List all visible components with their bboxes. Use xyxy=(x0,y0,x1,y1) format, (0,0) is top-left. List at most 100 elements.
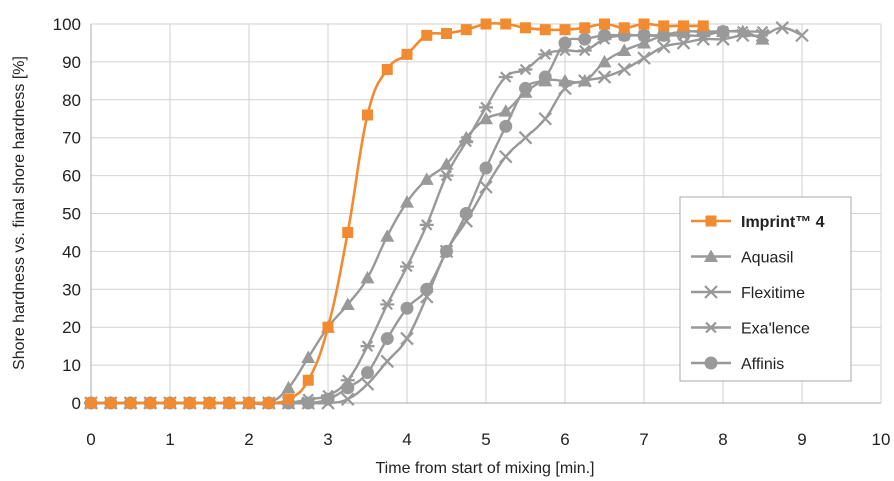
legend-item-exa-lence: Exa'lence xyxy=(691,321,810,338)
data-point-imprint-4 xyxy=(243,397,255,409)
data-point-exa-lence xyxy=(459,135,474,148)
data-point-affinis xyxy=(361,366,374,380)
x-tick-label: 6 xyxy=(560,430,569,449)
data-point-exa-lence xyxy=(577,44,592,57)
y-tick-label: 90 xyxy=(62,53,81,72)
data-point-imprint-4 xyxy=(559,24,571,36)
y-tick-label: 20 xyxy=(62,318,81,337)
series-line-aquasil xyxy=(91,29,763,406)
data-point-imprint-4 xyxy=(500,18,512,30)
legend-swatch-marker xyxy=(704,356,718,370)
data-point-aquasil xyxy=(340,297,355,310)
data-point-affinis xyxy=(538,70,552,84)
data-point-imprint-4 xyxy=(421,29,433,41)
data-point-flexitime xyxy=(479,180,493,194)
y-tick-label: 30 xyxy=(62,280,81,299)
data-point-imprint-4 xyxy=(322,321,334,333)
data-point-affinis xyxy=(400,301,414,315)
legend-item-imprint-4: Imprint™ 4 xyxy=(691,214,825,231)
data-point-imprint-4 xyxy=(480,18,492,30)
x-tick-label: 7 xyxy=(639,430,648,449)
data-point-imprint-4 xyxy=(263,397,275,409)
data-point-imprint-4 xyxy=(618,22,630,34)
y-tick-label: 40 xyxy=(62,242,81,261)
legend-item-flexitime: Flexitime xyxy=(691,285,805,302)
data-point-aquasil xyxy=(419,172,434,185)
data-point-imprint-4 xyxy=(342,226,354,238)
legend-label: Affinis xyxy=(741,356,784,373)
data-point-flexitime xyxy=(637,51,651,65)
data-point-affinis xyxy=(321,392,335,406)
data-point-exa-lence xyxy=(479,101,493,114)
data-point-affinis xyxy=(637,28,651,42)
data-point-exa-lence xyxy=(439,169,454,182)
data-point-flexitime xyxy=(518,130,533,145)
y-tick-label: 0 xyxy=(72,394,81,413)
data-point-imprint-4 xyxy=(223,397,235,409)
data-point-affinis xyxy=(598,28,611,42)
data-point-imprint-4 xyxy=(658,20,670,32)
legend-swatch-marker xyxy=(704,285,718,299)
data-point-imprint-4 xyxy=(441,27,452,39)
data-point-imprint-4 xyxy=(401,48,413,60)
x-tick-labels: 0 1 2 3 4 5 6 7 8 9 10 xyxy=(86,430,890,449)
data-point-aquasil xyxy=(558,73,572,87)
data-point-imprint-4 xyxy=(539,24,551,36)
data-point-aquasil xyxy=(637,35,651,49)
x-tick-label: 4 xyxy=(402,430,411,449)
data-point-flexitime xyxy=(577,74,592,88)
legend-swatch-marker xyxy=(704,321,718,334)
data-point-exa-lence xyxy=(400,260,414,273)
data-point-flexitime xyxy=(340,392,355,406)
x-tick-label: 3 xyxy=(323,430,332,449)
legend-label: Flexitime xyxy=(741,285,805,302)
data-point-flexitime xyxy=(795,28,809,43)
data-point-flexitime xyxy=(558,81,572,96)
data-point-flexitime xyxy=(775,21,790,35)
data-point-imprint-4 xyxy=(520,22,531,34)
series-imprint-4 xyxy=(85,18,709,409)
data-point-aquasil xyxy=(360,270,375,284)
data-point-imprint-4 xyxy=(105,397,117,409)
data-point-aquasil xyxy=(479,111,493,125)
legend-item-aquasil: Aquasil xyxy=(691,249,793,267)
y-tick-label: 50 xyxy=(62,205,81,224)
data-point-flexitime xyxy=(538,111,553,126)
data-point-imprint-4 xyxy=(381,63,393,75)
data-point-aquasil xyxy=(597,54,612,68)
series-layer xyxy=(84,18,809,410)
x-tick-label: 5 xyxy=(481,430,490,449)
x-tick-label: 8 xyxy=(718,430,727,449)
data-point-aquasil xyxy=(617,43,632,57)
x-tick-label: 0 xyxy=(86,430,95,449)
data-point-aquasil xyxy=(459,130,474,144)
x-axis-label: Time from start of mixing [min.] xyxy=(376,460,595,477)
data-point-affinis xyxy=(558,36,572,50)
x-tick-label: 9 xyxy=(797,430,806,449)
y-tick-label: 100 xyxy=(53,15,81,34)
data-point-affinis xyxy=(420,282,434,296)
data-point-imprint-4 xyxy=(579,22,591,34)
legend-label: Imprint™ 4 xyxy=(741,214,825,231)
data-point-flexitime xyxy=(597,70,612,84)
legend-swatch-marker xyxy=(705,215,717,227)
series-exa-lence xyxy=(84,25,770,409)
data-point-aquasil xyxy=(755,32,770,45)
data-point-affinis xyxy=(578,32,592,46)
data-point-imprint-4 xyxy=(283,393,294,405)
data-point-exa-lence xyxy=(518,63,533,76)
data-point-aquasil xyxy=(498,104,513,117)
data-point-flexitime xyxy=(498,149,513,164)
data-point-affinis xyxy=(479,161,493,175)
x-tick-label: 1 xyxy=(165,430,174,449)
data-point-affinis xyxy=(459,207,473,220)
data-point-affinis xyxy=(301,396,315,410)
y-tick-label: 60 xyxy=(62,167,81,186)
data-point-exa-lence xyxy=(360,340,375,352)
data-point-imprint-4 xyxy=(697,20,709,32)
legend: Imprint™ 4 Aquasil Flexitime Exa'lence Affin… xyxy=(679,196,852,382)
data-point-imprint-4 xyxy=(599,18,610,30)
data-point-imprint-4 xyxy=(204,397,215,409)
legend-label: Exa'lence xyxy=(741,321,810,338)
